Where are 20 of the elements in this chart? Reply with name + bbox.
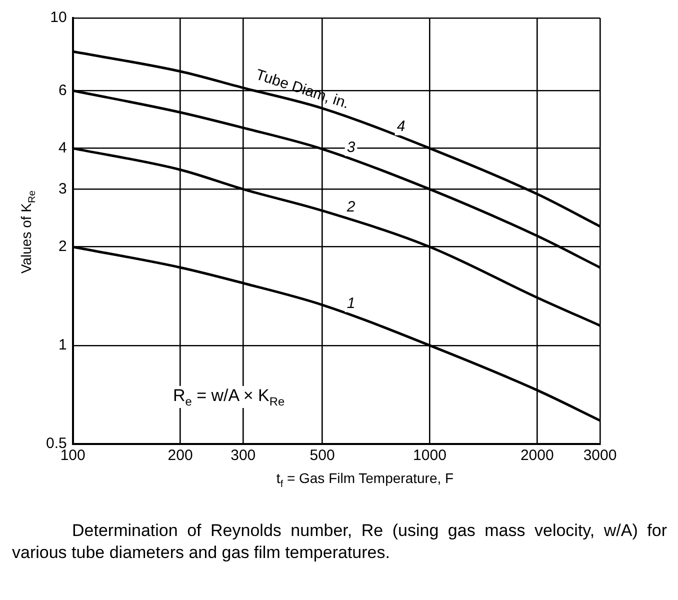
text: Determination of Reynolds number, Re (using gas mass velocity, w/A) for various tube diameters and gas film temperatures.: [12, 520, 667, 564]
annotation: R$_{e}$ = w/A × K$_{Re}$: [170, 386, 288, 408]
x-tick-label: 500: [310, 447, 335, 464]
x-tick-label: 200: [168, 447, 193, 464]
x-tick-label: 1000: [413, 447, 446, 464]
series-label: 2: [346, 198, 356, 216]
x-tick-label: 3000: [583, 447, 617, 464]
series-label: 1: [346, 294, 356, 312]
y-tick-label: 6: [58, 82, 67, 99]
y-tick-label: 10: [50, 9, 67, 26]
y-tick-label: 3: [58, 180, 67, 198]
series-label: 4: [396, 118, 406, 135]
x-tick-label: 300: [230, 447, 256, 464]
x-tick-label: 100: [60, 447, 86, 464]
series-label: 3: [346, 138, 356, 156]
y-tick-label: 2: [58, 238, 67, 256]
x-tick-label: 2000: [520, 447, 554, 464]
y-tick-label: 1: [58, 336, 67, 354]
y-tick-label: 4: [58, 139, 67, 156]
x-axis-title: t$_{f}$ = Gas Film Temperature, F: [276, 470, 454, 490]
